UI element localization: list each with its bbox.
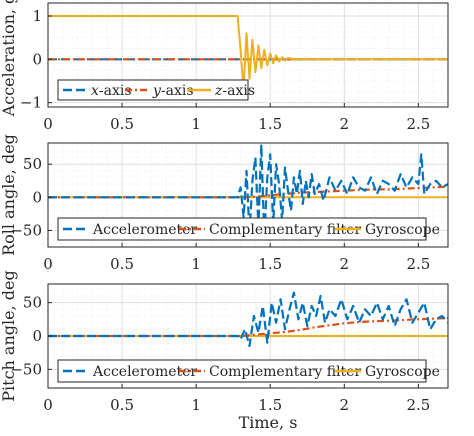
y-tick-label: 0: [32, 327, 42, 345]
legend-box: [57, 217, 427, 241]
x-tick-label: 0: [43, 115, 53, 133]
x-tick-label: 2: [340, 396, 350, 414]
y-tick-label: 0: [32, 188, 42, 206]
legend-label: Gyroscope: [365, 222, 440, 238]
x-tick-label: 2: [340, 255, 350, 273]
x-tick-label: 1.5: [258, 115, 282, 133]
y-axis-title: Pitch angle, deg: [0, 270, 18, 401]
x-tick-label: 0: [43, 396, 53, 414]
x-tick-label: 1.5: [258, 396, 282, 414]
legend: Accelerometer Complementary filter Gyrosco…: [57, 359, 440, 383]
y-tick-label: −1: [20, 94, 42, 112]
x-tick-label: 2.5: [406, 115, 430, 133]
legend-label: Complementary filter: [209, 222, 361, 238]
x-tick-label: 0.5: [110, 115, 134, 133]
y-tick-label: 0: [32, 50, 42, 68]
x-tick-label: 1: [191, 255, 201, 273]
y-tick-label: −50: [10, 221, 42, 239]
legend: Accelerometer Complementary filter Gyrosco…: [57, 217, 440, 241]
x-tick-label: 0.5: [110, 255, 134, 273]
y-tick-label: 50: [23, 155, 42, 173]
y-tick-label: −50: [10, 360, 42, 378]
legend-label: y-axis: [152, 83, 194, 99]
series-line-complementary-filter: [48, 316, 449, 338]
legend: x-axis y-axis z-axis: [57, 79, 255, 101]
legend-label: Accelerometer: [92, 222, 197, 238]
legend-label: Complementary filter: [209, 364, 361, 380]
series-line-z-axis: [48, 15, 448, 91]
x-tick-label: 2.5: [406, 255, 430, 273]
x-tick-label: 0.5: [110, 396, 134, 414]
x-tick-label: 2.5: [406, 396, 430, 414]
x-tick-label: 0: [43, 255, 53, 273]
y-axis-title: Roll angle, deg: [0, 134, 18, 256]
series-line-complementary-filter: [48, 185, 449, 199]
legend-box: [57, 79, 249, 101]
legend-label: Gyroscope: [365, 364, 440, 380]
legend-label: Accelerometer: [92, 364, 197, 380]
y-axis-title: Acceleration, g: [0, 0, 18, 117]
legend-label: z-axis: [214, 83, 255, 99]
series-line-accelerometer: [48, 143, 449, 239]
y-tick-label: 50: [23, 294, 42, 312]
legend-label: x-axis: [91, 83, 132, 99]
x-tick-label: 1: [191, 115, 201, 133]
x-axis-title: Time, s: [239, 413, 298, 432]
x-tick-label: 2: [340, 115, 350, 133]
series-line-accelerometer: [48, 291, 449, 348]
axes-frame: [47, 142, 449, 248]
x-tick-label: 1.5: [258, 255, 282, 273]
x-tick-label: 1: [191, 396, 201, 414]
axes-frame: [47, 2, 449, 108]
legend-box: [57, 359, 427, 383]
y-tick-label: 1: [32, 7, 42, 25]
